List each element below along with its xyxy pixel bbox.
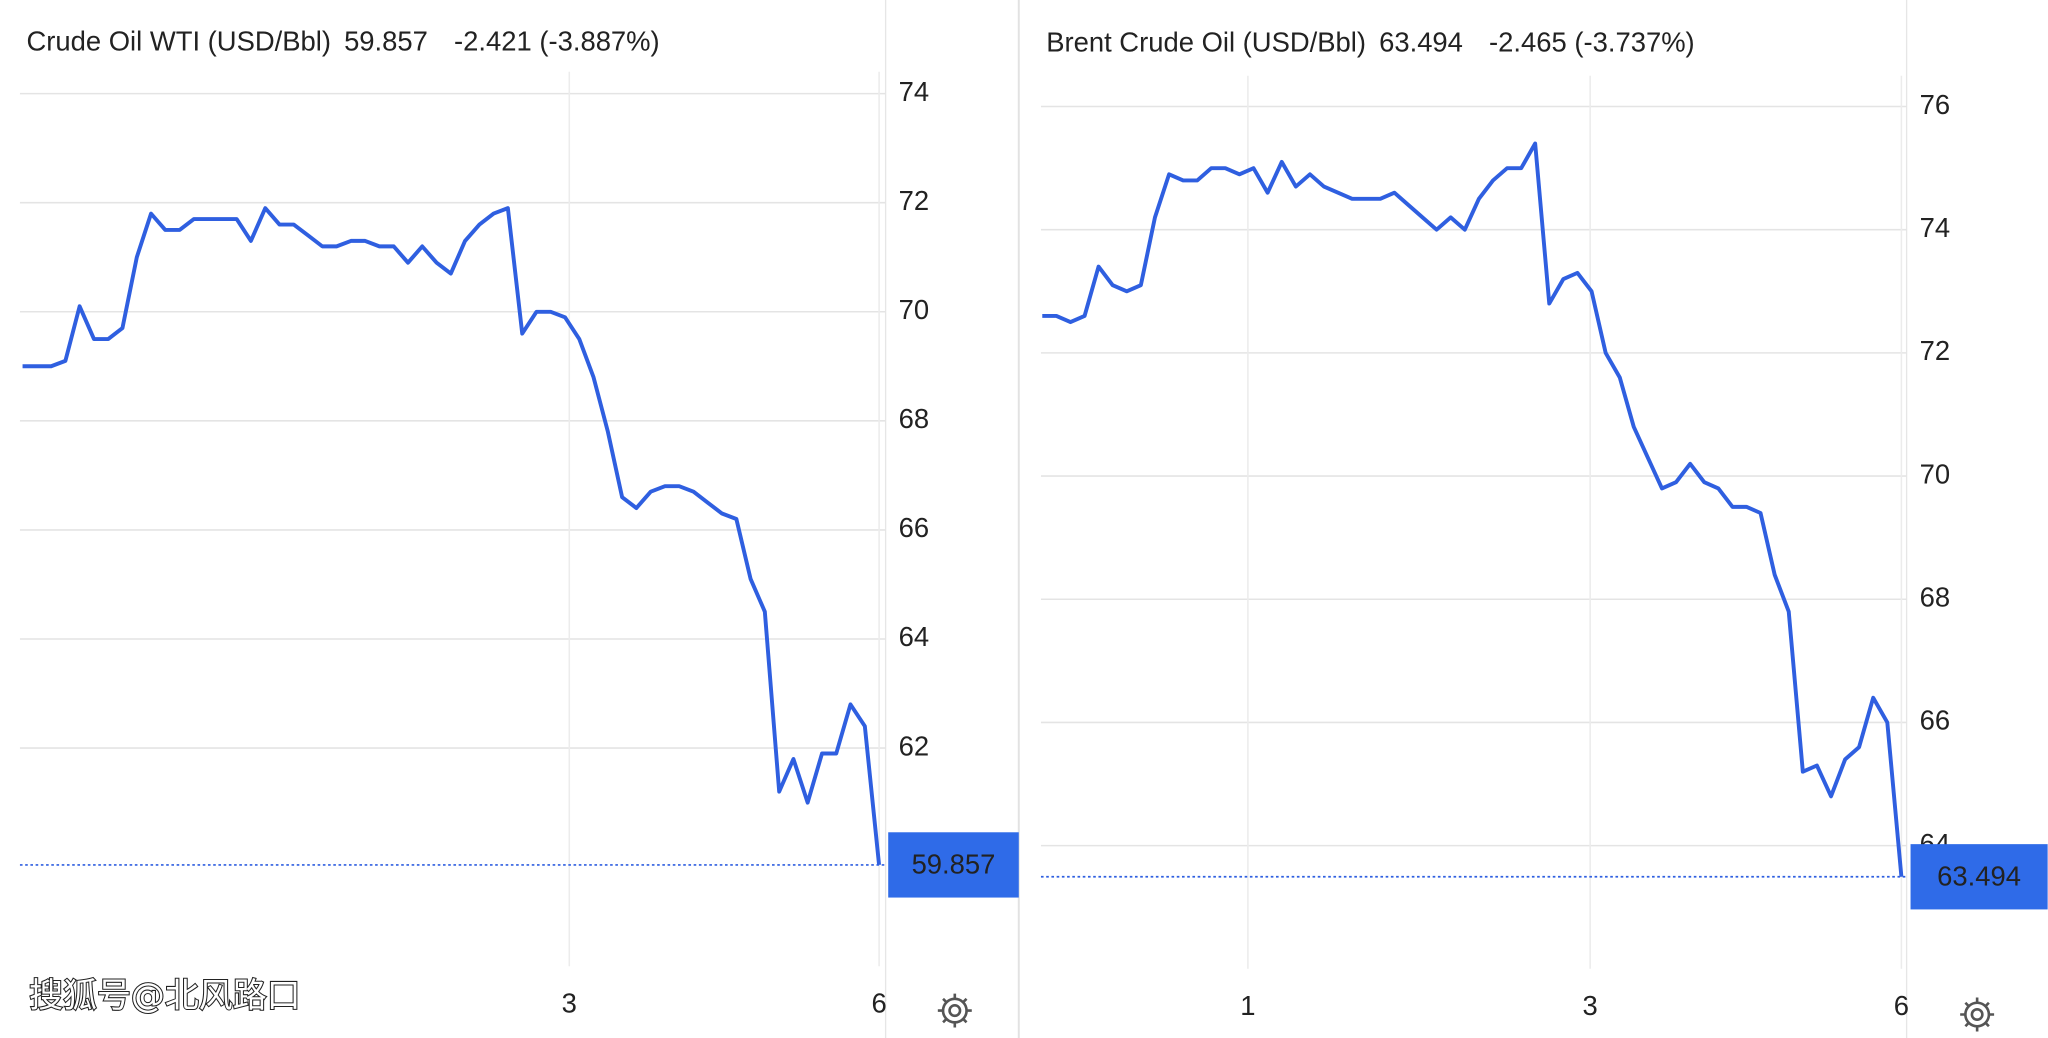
x-tick-label: 3 — [562, 988, 577, 1019]
y-tick-label: 68 — [1920, 581, 1950, 612]
chart-title: Brent Crude Oil (USD/Bbl) — [1046, 27, 1366, 58]
y-tick-label: 74 — [899, 76, 929, 107]
last-value-label: 63.494 — [1937, 860, 2021, 891]
last-value-label: 59.857 — [912, 848, 996, 879]
current-value: 63.494 — [1379, 27, 1463, 58]
y-tick-label: 66 — [1920, 705, 1950, 736]
x-tick-label: 6 — [1894, 990, 1909, 1021]
y-tick-label: 72 — [899, 185, 929, 216]
x-tick-label: 3 — [1583, 990, 1598, 1021]
price-line — [22, 206, 882, 866]
y-tick-label: 72 — [1920, 335, 1950, 366]
settings-icon[interactable] — [1960, 997, 1995, 1032]
gear-hub — [1970, 1007, 1984, 1022]
y-tick-label: 70 — [899, 294, 929, 325]
y-tick-label: 68 — [899, 403, 929, 434]
y-tick-label: 64 — [899, 621, 929, 652]
last-value-box — [1910, 844, 2048, 910]
price-line — [1042, 141, 1904, 877]
gear-hub — [948, 1004, 962, 1018]
y-tick-label: 76 — [1920, 89, 1950, 120]
price-change: -2.465 (-3.737%) — [1489, 27, 1695, 58]
y-tick-label: 62 — [899, 730, 929, 761]
gear-teeth — [937, 993, 972, 1028]
x-tick-label: 6 — [871, 988, 886, 1019]
last-value-box — [888, 832, 1019, 898]
chart-title: Crude Oil WTI (USD/Bbl) — [26, 25, 331, 56]
gear-teeth — [1960, 997, 1995, 1032]
y-tick-label: 70 — [1920, 458, 1950, 489]
settings-icon[interactable] — [937, 993, 972, 1028]
watermark: 搜狐号@北风路口 — [29, 976, 301, 1016]
x-tick-label: 1 — [1240, 990, 1255, 1021]
price-change: -2.421 (-3.887%) — [454, 25, 660, 56]
current-value: 59.857 — [344, 25, 428, 56]
y-tick-label: 66 — [899, 512, 929, 543]
y-tick-label: 74 — [1920, 212, 1950, 243]
